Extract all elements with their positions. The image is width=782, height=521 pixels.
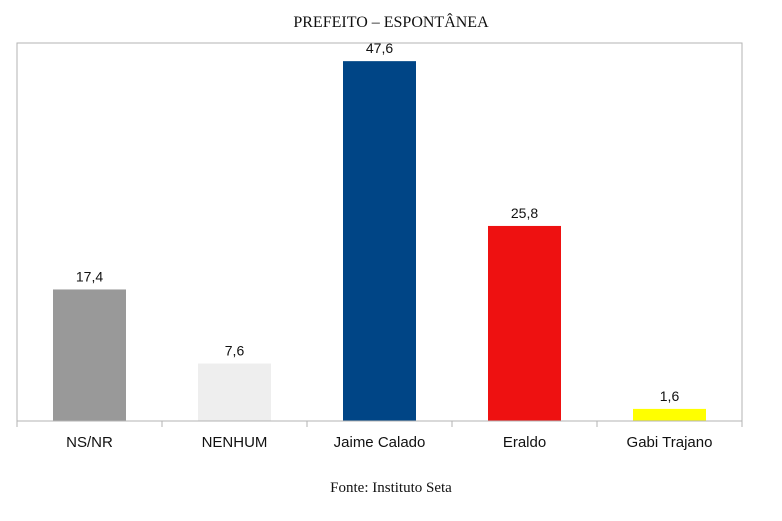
bar <box>488 225 561 421</box>
chart-title: PREFEITO – ESPONTÂNEA <box>293 14 489 31</box>
bar <box>633 408 706 421</box>
data-label: 17,4 <box>76 268 103 284</box>
bar <box>198 363 271 421</box>
data-label: 47,6 <box>366 40 393 56</box>
bar <box>343 61 416 421</box>
data-label: 7,6 <box>225 343 245 359</box>
category-label: NS/NR <box>66 434 113 451</box>
category-label: NENHUM <box>202 434 268 451</box>
data-label: 1,6 <box>660 388 680 404</box>
category-label: Jaime Calado <box>334 434 426 451</box>
bar <box>53 289 126 421</box>
source-note: Fonte: Instituto Seta <box>330 480 452 496</box>
category-label: Gabi Trajano <box>627 434 713 451</box>
category-label: Eraldo <box>503 434 546 451</box>
data-label: 25,8 <box>511 205 538 221</box>
